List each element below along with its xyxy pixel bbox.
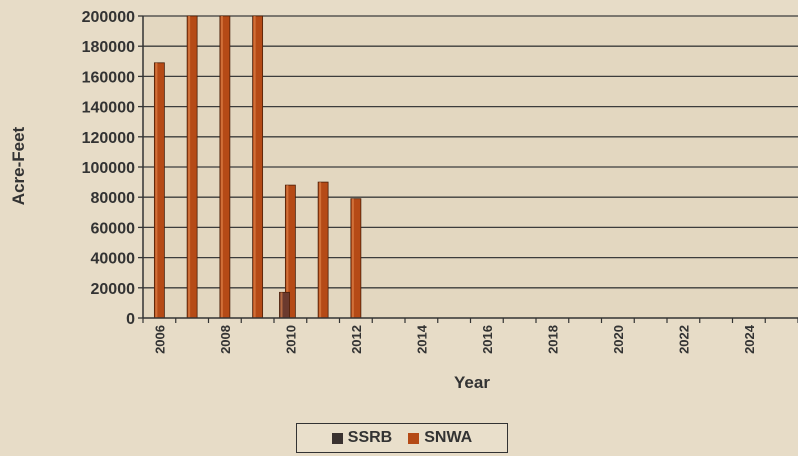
x-tick-label: 2008: [218, 325, 233, 354]
y-axis-label: Acre-Feet: [9, 126, 28, 205]
legend-label-ssrb: SSRB: [347, 429, 393, 446]
y-tick-label: 180000: [82, 39, 135, 56]
x-tick-label: 2020: [611, 325, 626, 354]
y-tick-label: 80000: [91, 190, 136, 207]
y-tick-label: 60000: [91, 220, 136, 237]
x-tick-label: 2014: [414, 324, 429, 354]
bar-highlight: [319, 182, 322, 318]
x-tick-label: 2018: [545, 325, 560, 354]
bar-highlight: [155, 62, 158, 319]
x-tick-label: 2022: [676, 325, 691, 354]
x-tick-label: 2010: [283, 325, 298, 354]
legend-item-snwa: SNWA: [408, 429, 472, 447]
y-tick-label: 200000: [82, 9, 135, 26]
y-tick-label: 40000: [91, 251, 136, 268]
bar-highlight: [351, 198, 354, 318]
bar-highlight: [280, 292, 283, 318]
y-tick-label: 120000: [82, 130, 135, 147]
x-tick-labels: 2006 2008 2010 2012 2014 2016 2018 2020 2022 2024: [152, 324, 757, 354]
y-tick-label: 0: [126, 311, 135, 328]
snwa-swatch: [408, 432, 420, 444]
y-tick-label: 140000: [82, 100, 135, 117]
y-tick-label: 20000: [91, 281, 136, 298]
x-tick-label: 2016: [480, 325, 495, 354]
legend-label-snwa: SNWA: [424, 429, 473, 446]
bar-highlight: [188, 16, 191, 318]
y-tick-label: 100000: [82, 160, 135, 177]
y-tick-label: 160000: [82, 69, 135, 86]
x-tick-label: 2024: [742, 324, 757, 354]
ssrb-swatch: [331, 432, 343, 444]
bar-highlight: [253, 16, 256, 318]
y-tick-labels: 0 20000 40000 60000 80000 100000 120000 140000 1…: [82, 9, 135, 328]
gridlines: [143, 15, 798, 289]
axes: [138, 15, 798, 323]
legend-item-ssrb: SSRB: [331, 429, 393, 447]
x-tick-label: 2012: [349, 325, 364, 354]
bar-highlight: [220, 16, 223, 318]
bars: [153, 15, 362, 319]
legend: SSRB SNWA: [296, 423, 508, 453]
x-axis-label: Year: [454, 373, 490, 392]
x-tick-label: 2006: [152, 325, 167, 354]
bar-highlight: [286, 185, 289, 318]
